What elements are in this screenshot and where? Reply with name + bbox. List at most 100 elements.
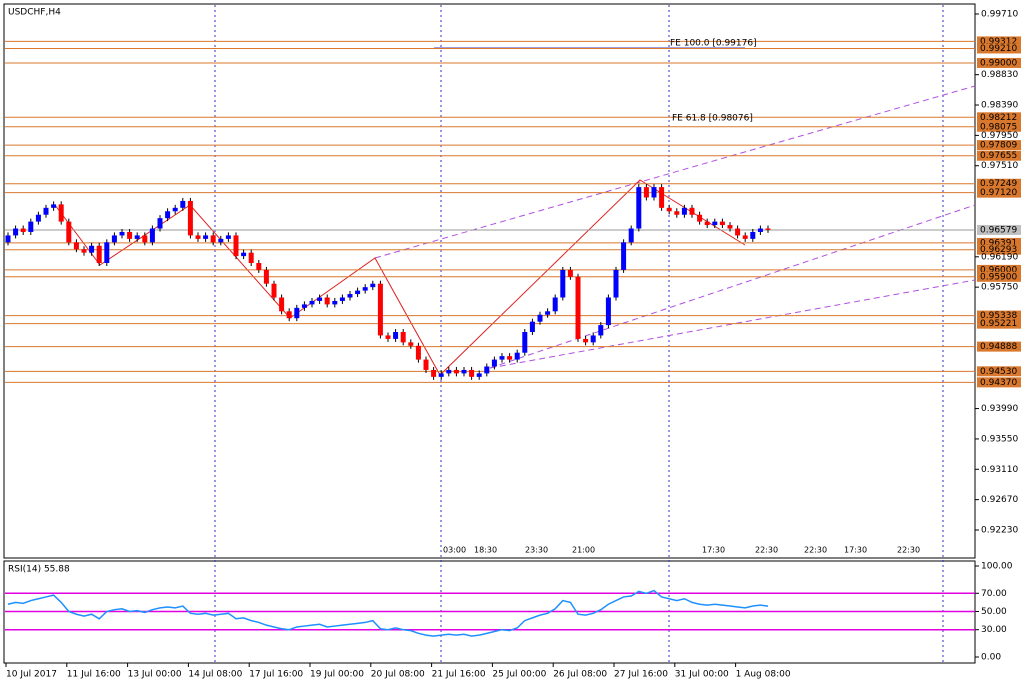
- candle: [370, 283, 376, 288]
- candle: [400, 331, 406, 343]
- x-tick-label: 26 Jul 08:00: [553, 670, 607, 680]
- x-tick-label: 17 Jul 16:00: [249, 670, 303, 680]
- candle: [735, 228, 741, 236]
- level-box: [977, 178, 1021, 189]
- level-label: 0.95900: [980, 272, 1017, 282]
- candle: [453, 369, 459, 374]
- candle: [66, 221, 72, 243]
- level-box: [977, 271, 1021, 282]
- chart-title: USDCHF,H4: [8, 8, 61, 18]
- time-label: 23:30: [525, 546, 548, 555]
- candle: [431, 369, 437, 377]
- x-tick-label: 20 Jul 08:00: [371, 670, 425, 680]
- time-label: 22:30: [755, 546, 778, 555]
- candle: [385, 335, 391, 339]
- candle: [415, 345, 421, 360]
- y-tick-label: 0.93990: [981, 404, 1018, 414]
- level-label: 0.97249: [980, 179, 1017, 189]
- x-tick-label: 13 Jul 00:00: [128, 670, 182, 680]
- candle: [301, 304, 307, 308]
- candle: [332, 300, 338, 305]
- candle: [583, 338, 589, 343]
- y-tick-label: 0.92230: [981, 525, 1018, 535]
- current-price-label: 0.96579: [980, 225, 1017, 235]
- level-label: 0.97809: [980, 141, 1017, 151]
- level-label: 0.96391: [980, 238, 1017, 248]
- candle: [446, 369, 452, 374]
- level-label: 0.98075: [980, 122, 1017, 132]
- y-tick-label: 0.93550: [981, 434, 1018, 444]
- candle: [408, 342, 414, 346]
- candle: [689, 207, 695, 215]
- candle: [256, 263, 262, 270]
- candle: [134, 235, 140, 239]
- candle: [35, 214, 41, 222]
- level-label: 0.99000: [980, 58, 1017, 68]
- candle: [643, 187, 649, 198]
- candle: [233, 235, 239, 257]
- candle: [377, 283, 383, 336]
- candle: [560, 269, 566, 298]
- candle: [393, 331, 399, 339]
- level-box: [977, 318, 1021, 329]
- x-tick-label: 19 Jul 00:00: [310, 670, 364, 680]
- candle: [636, 187, 642, 229]
- candle: [621, 242, 627, 270]
- y-tick-label: 0.95750: [981, 283, 1018, 293]
- time-label: 03:00: [443, 546, 466, 555]
- level-label: 0.97655: [980, 151, 1017, 161]
- level-label: 0.99210: [980, 44, 1017, 54]
- candle: [545, 311, 551, 315]
- candle: [438, 373, 444, 377]
- candle: [111, 235, 117, 243]
- candle: [286, 311, 292, 319]
- candle: [681, 207, 687, 215]
- candle: [757, 228, 763, 232]
- candle: [484, 366, 490, 374]
- candle: [727, 225, 733, 229]
- time-label: 17:30: [844, 546, 867, 555]
- candle: [263, 269, 269, 284]
- level-box: [977, 237, 1021, 248]
- y-tick-label: 0.99710: [981, 9, 1018, 19]
- x-tick-label: 21 Jul 16:00: [432, 670, 486, 680]
- y-tick-label: 0.98390: [981, 101, 1018, 111]
- candle: [317, 297, 323, 301]
- candle: [58, 204, 64, 222]
- candle: [529, 321, 535, 332]
- candle: [203, 235, 209, 239]
- candle: [590, 335, 596, 343]
- level-box: [977, 36, 1021, 47]
- candle: [294, 307, 300, 319]
- rsi-tick-label: 50.00: [981, 607, 1007, 617]
- time-label: 17:30: [702, 546, 725, 555]
- time-label: 18:30: [474, 546, 497, 555]
- candle: [119, 231, 125, 236]
- candle: [81, 249, 87, 253]
- candle: [712, 221, 718, 226]
- candle: [43, 207, 49, 215]
- main-panel: [3, 3, 976, 559]
- candle: [666, 207, 672, 212]
- candle: [96, 245, 102, 264]
- level-box: [977, 112, 1021, 123]
- candle: [172, 207, 178, 212]
- level-label: 0.98212: [980, 113, 1017, 123]
- candle: [742, 235, 748, 239]
- x-tick-label: 10 Jul 2017: [6, 670, 57, 680]
- level-box: [977, 187, 1021, 198]
- candle: [469, 369, 475, 377]
- candle: [195, 235, 201, 239]
- annotation: FE 100.0 [0.99176]: [670, 39, 757, 49]
- rsi-tick-label: 100.00: [981, 562, 1013, 572]
- level-label: 0.94530: [980, 367, 1017, 377]
- level-box: [977, 244, 1021, 255]
- candle: [537, 314, 543, 322]
- candle: [225, 235, 231, 239]
- candle: [765, 228, 771, 230]
- candle: [13, 228, 19, 236]
- level-box: [977, 366, 1021, 377]
- candle: [5, 235, 11, 243]
- x-tick-label: 27 Jul 16:00: [614, 670, 668, 680]
